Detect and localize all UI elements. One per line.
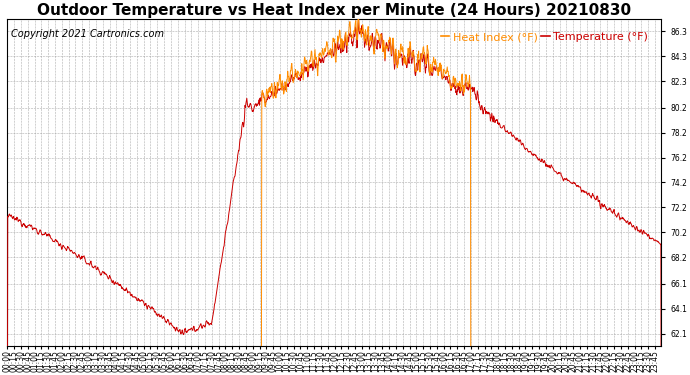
Legend: Heat Index (°F), Temperature (°F): Heat Index (°F), Temperature (°F) [436,28,653,46]
Text: Copyright 2021 Cartronics.com: Copyright 2021 Cartronics.com [10,29,164,39]
Title: Outdoor Temperature vs Heat Index per Minute (24 Hours) 20210830: Outdoor Temperature vs Heat Index per Mi… [37,3,631,18]
